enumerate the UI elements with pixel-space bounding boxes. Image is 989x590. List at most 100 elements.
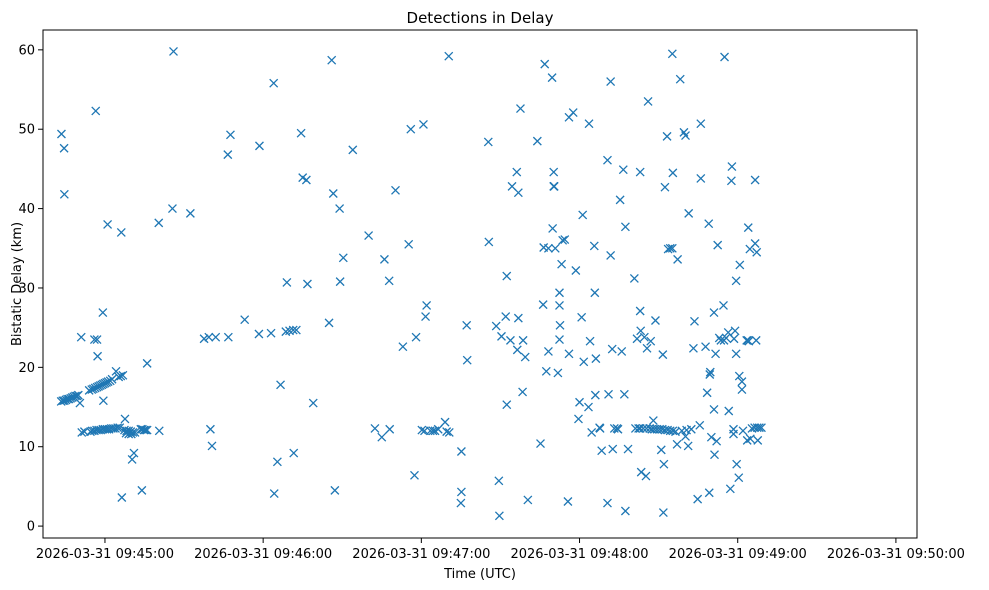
data-point — [411, 332, 421, 342]
data-point — [659, 459, 669, 469]
data-point — [456, 498, 466, 508]
x-tick-label: 2026-03-31 09:48:00 — [510, 547, 648, 562]
data-point — [754, 423, 764, 433]
data-point — [410, 470, 419, 480]
data-point — [541, 366, 551, 376]
data-point — [549, 167, 559, 177]
data-point — [92, 335, 102, 345]
y-axis-label: Bistatic Delay (km) — [10, 222, 25, 346]
y-tick-label: 0 — [27, 520, 35, 535]
data-point — [75, 398, 85, 408]
data-point — [462, 320, 472, 330]
data-point — [76, 332, 86, 342]
data-point — [497, 331, 506, 341]
data-point — [142, 425, 152, 435]
data-point — [269, 78, 279, 88]
data-point — [428, 426, 438, 436]
data-point — [63, 394, 72, 404]
data-point — [750, 175, 760, 185]
data-point — [727, 162, 737, 171]
data-point — [668, 426, 678, 436]
data-point — [118, 370, 128, 380]
data-point — [744, 336, 754, 346]
data-point — [613, 424, 623, 434]
data-point — [706, 432, 716, 442]
data-point — [560, 235, 570, 245]
data-point — [737, 377, 747, 387]
data-point — [672, 439, 682, 449]
data-point — [291, 325, 301, 335]
data-point — [574, 414, 583, 424]
data-point — [743, 223, 753, 233]
data-point — [734, 473, 744, 483]
data-point — [73, 390, 83, 400]
plot-area — [43, 30, 917, 538]
data-point — [686, 424, 696, 434]
data-point — [518, 387, 528, 397]
data-point — [433, 424, 443, 434]
data-point — [735, 260, 745, 270]
data-point — [724, 406, 734, 416]
data-point — [491, 321, 501, 331]
data-point — [750, 239, 760, 248]
data-point — [646, 336, 656, 346]
data-point — [120, 414, 130, 424]
data-point — [406, 124, 416, 134]
data-point — [142, 358, 152, 368]
data-point — [641, 471, 651, 481]
data-point — [141, 425, 151, 435]
data-point — [696, 119, 706, 129]
data-point — [116, 371, 126, 381]
data-point — [199, 334, 209, 344]
data-point — [667, 49, 677, 59]
data-point — [56, 129, 66, 139]
data-point — [590, 390, 600, 400]
data-point — [417, 425, 427, 435]
data-point — [308, 398, 318, 408]
data-point — [547, 73, 557, 83]
data-point — [584, 402, 593, 412]
data-point — [117, 493, 127, 502]
data-point — [254, 329, 264, 339]
data-point — [185, 208, 195, 218]
data-point — [301, 175, 311, 185]
data-point — [690, 316, 699, 326]
data-point — [705, 367, 715, 377]
data-point — [683, 441, 693, 451]
data-point — [266, 328, 276, 338]
data-point — [578, 210, 588, 220]
data-point — [701, 342, 711, 352]
data-point — [124, 429, 134, 439]
data-point — [617, 347, 627, 356]
data-point — [665, 243, 675, 253]
data-point — [555, 320, 565, 330]
data-point — [603, 155, 612, 165]
data-point — [553, 368, 563, 378]
data-point — [421, 312, 431, 322]
data-point — [643, 96, 653, 106]
data-point — [98, 308, 108, 318]
data-point — [207, 441, 217, 451]
data-point — [513, 188, 523, 198]
data-point — [348, 145, 358, 155]
data-point — [555, 288, 564, 298]
data-point — [738, 426, 748, 436]
data-point — [129, 448, 139, 458]
data-point — [502, 271, 512, 281]
data-point — [269, 489, 279, 499]
data-point — [442, 427, 452, 437]
data-point — [725, 484, 735, 494]
data-point — [223, 150, 233, 160]
y-tick-label: 30 — [18, 281, 35, 296]
data-point — [558, 235, 568, 245]
data-point — [662, 131, 672, 141]
data-point — [494, 476, 504, 486]
data-point — [673, 254, 683, 264]
data-point — [276, 380, 286, 390]
x-tick-label: 2026-03-31 09:50:00 — [827, 547, 965, 562]
data-point — [713, 240, 723, 250]
data-point — [516, 104, 525, 114]
data-point — [550, 243, 560, 253]
data-point — [756, 423, 766, 433]
